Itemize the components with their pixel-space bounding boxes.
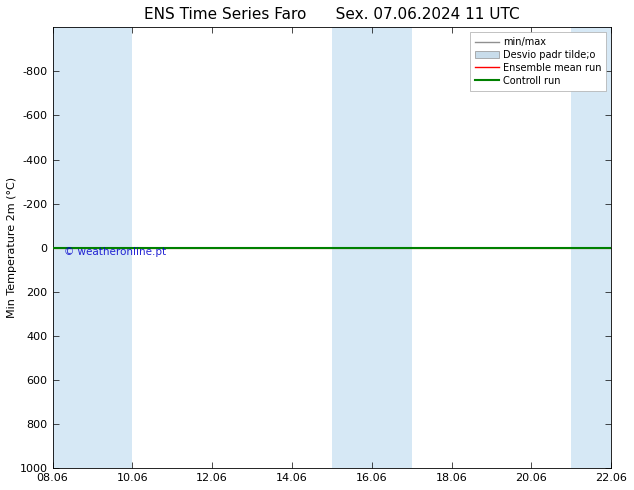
Text: © weatheronline.pt: © weatheronline.pt (64, 247, 166, 257)
Title: ENS Time Series Faro      Sex. 07.06.2024 11 UTC: ENS Time Series Faro Sex. 07.06.2024 11 … (144, 7, 520, 22)
Bar (53, 27, 133, 468)
Legend: min/max, Desvio padr tilde;o, Ensemble mean run, Controll run: min/max, Desvio padr tilde;o, Ensemble m… (470, 32, 606, 91)
Y-axis label: Min Temperature 2m (°C): Min Temperature 2m (°C) (7, 177, 17, 318)
Bar (332, 27, 411, 468)
Bar (571, 27, 611, 468)
